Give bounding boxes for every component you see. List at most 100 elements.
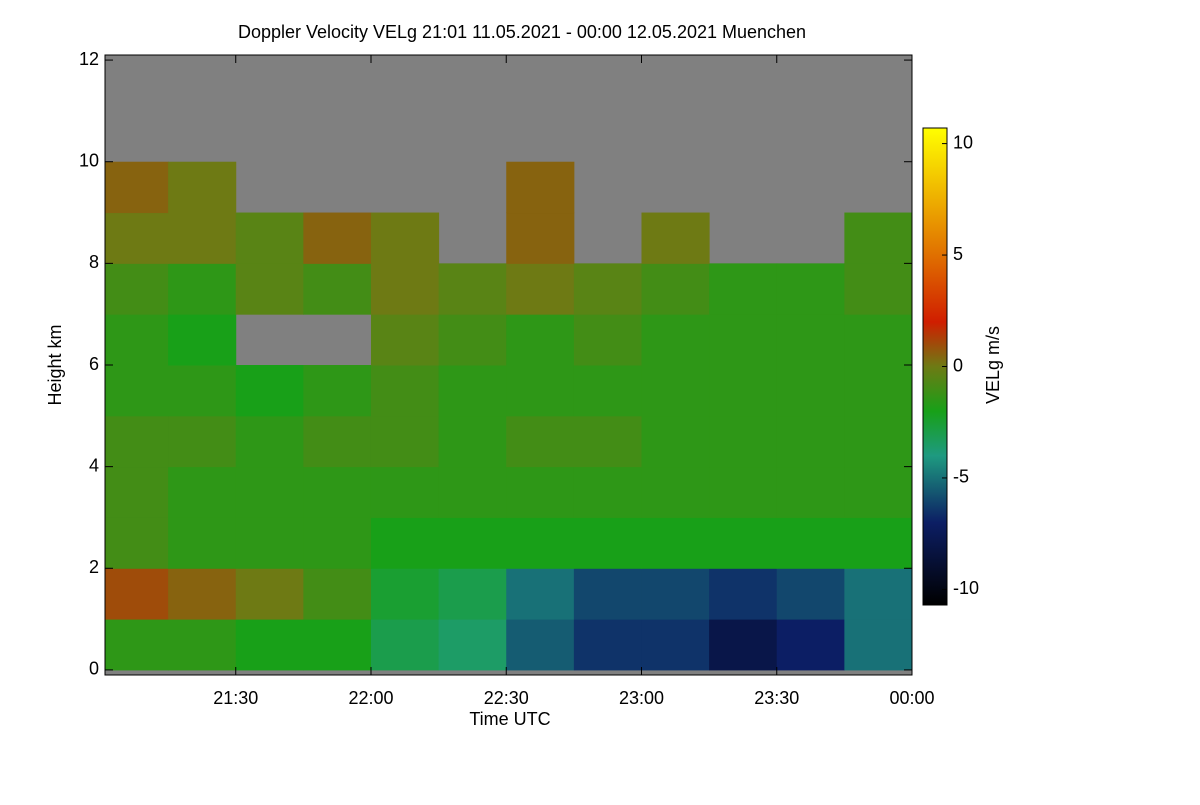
heatmap-cell xyxy=(303,415,372,468)
colorbar-tick-label: 5 xyxy=(953,244,963,264)
heatmap-cell xyxy=(573,619,642,671)
heatmap-cell xyxy=(776,415,845,468)
heatmap-cell xyxy=(709,314,778,366)
y-tick-label: 4 xyxy=(89,455,99,475)
y-tick-label: 8 xyxy=(89,252,99,272)
heatmap-cell xyxy=(370,365,440,417)
heatmap-cell xyxy=(438,263,507,315)
heatmap-cell xyxy=(641,517,710,569)
heatmap-cell xyxy=(844,314,912,366)
heatmap-cell xyxy=(709,466,778,518)
heatmap-cell xyxy=(573,365,642,417)
heatmap-cell xyxy=(709,619,778,671)
x-tick-label: 22:00 xyxy=(348,688,393,708)
heatmap-cell xyxy=(438,466,507,518)
heatmap-cell xyxy=(438,415,507,468)
heatmap-cell xyxy=(235,466,304,518)
heatmap-cell xyxy=(105,365,169,417)
x-tick-label: 21:30 xyxy=(213,688,258,708)
heatmap-cell xyxy=(168,365,237,417)
heatmap-cell xyxy=(168,314,237,366)
heatmap-cell xyxy=(573,568,642,620)
heatmap-cell xyxy=(776,568,845,620)
heatmap-cell xyxy=(168,568,237,620)
colorbar-tick-label: -10 xyxy=(953,578,979,598)
heatmap-cell xyxy=(438,568,507,620)
heatmap-cell xyxy=(438,517,507,569)
heatmap-cell xyxy=(709,415,778,468)
plot-area xyxy=(105,55,912,675)
heatmap-cell xyxy=(105,517,169,569)
heatmap-cell xyxy=(506,212,575,264)
heatmap-cell xyxy=(506,568,575,620)
colorbar-label: VELg m/s xyxy=(983,326,1003,404)
heatmap-cell xyxy=(573,263,642,315)
heatmap-cell xyxy=(235,415,304,468)
heatmap-cell xyxy=(168,263,237,315)
heatmap-cell xyxy=(641,263,710,315)
heatmap-cell xyxy=(303,466,372,518)
heatmap-cell xyxy=(641,568,710,620)
heatmap-cell xyxy=(641,314,710,366)
heatmap-cell xyxy=(844,619,912,671)
heatmap-cell xyxy=(168,415,237,468)
heatmap-cell xyxy=(235,517,304,569)
heatmap-cell xyxy=(776,466,845,518)
heatmap-cell xyxy=(105,263,169,315)
heatmap-cell xyxy=(776,619,845,671)
heatmap-cell xyxy=(303,517,372,569)
heatmap-cell xyxy=(105,568,169,620)
heatmap-cell xyxy=(168,466,237,518)
y-tick-label: 10 xyxy=(79,150,99,170)
heatmap-cell xyxy=(641,619,710,671)
colorbar-tick-label: -5 xyxy=(953,467,969,487)
chart-title: Doppler Velocity VELg 21:01 11.05.2021 -… xyxy=(238,22,806,42)
heatmap-cell xyxy=(709,568,778,620)
heatmap-cell xyxy=(506,619,575,671)
y-tick-label: 0 xyxy=(89,659,99,679)
heatmap-cell xyxy=(709,365,778,417)
colorbar-tick-label: 0 xyxy=(953,355,963,375)
heatmap-cell xyxy=(105,415,169,468)
heatmap-cell xyxy=(844,365,912,417)
heatmap-cell xyxy=(573,415,642,468)
heatmap-cell xyxy=(303,365,372,417)
heatmap-cell xyxy=(506,263,575,315)
heatmap-cell xyxy=(641,466,710,518)
heatmap-cell xyxy=(709,263,778,315)
heatmap-cell xyxy=(776,365,845,417)
x-tick-label: 22:30 xyxy=(484,688,529,708)
heatmap-cell xyxy=(776,263,845,315)
heatmap-cell xyxy=(844,415,912,468)
heatmap-cell xyxy=(370,517,440,569)
heatmap-cell xyxy=(641,365,710,417)
x-tick-label: 23:30 xyxy=(754,688,799,708)
heatmap-cell xyxy=(105,466,169,518)
heatmap-cell xyxy=(776,517,845,569)
heatmap-cell xyxy=(370,212,440,264)
x-tick-label: 00:00 xyxy=(889,688,934,708)
heatmap-cell xyxy=(105,619,169,671)
heatmap-cell xyxy=(168,212,237,264)
heatmap-cell xyxy=(506,314,575,366)
heatmap-cell xyxy=(105,212,169,264)
heatmap-cell xyxy=(370,314,440,366)
heatmap-cell xyxy=(168,161,237,214)
heatmap-cell xyxy=(235,212,304,264)
heatmap-cell xyxy=(303,568,372,620)
heatmap-cell xyxy=(303,619,372,671)
heatmap-cell xyxy=(506,517,575,569)
colorbar-tick-label: 10 xyxy=(953,132,973,152)
heatmap-cell xyxy=(438,619,507,671)
heatmap-cell xyxy=(370,415,440,468)
heatmap-cell xyxy=(506,466,575,518)
heatmap-cell xyxy=(506,161,575,214)
y-tick-label: 6 xyxy=(89,354,99,374)
heatmap-cell xyxy=(709,517,778,569)
heatmap-cell xyxy=(573,314,642,366)
heatmap-cell xyxy=(641,415,710,468)
heatmap-cell xyxy=(235,619,304,671)
heatmap-cell xyxy=(641,212,710,264)
heatmap-cell xyxy=(235,365,304,417)
